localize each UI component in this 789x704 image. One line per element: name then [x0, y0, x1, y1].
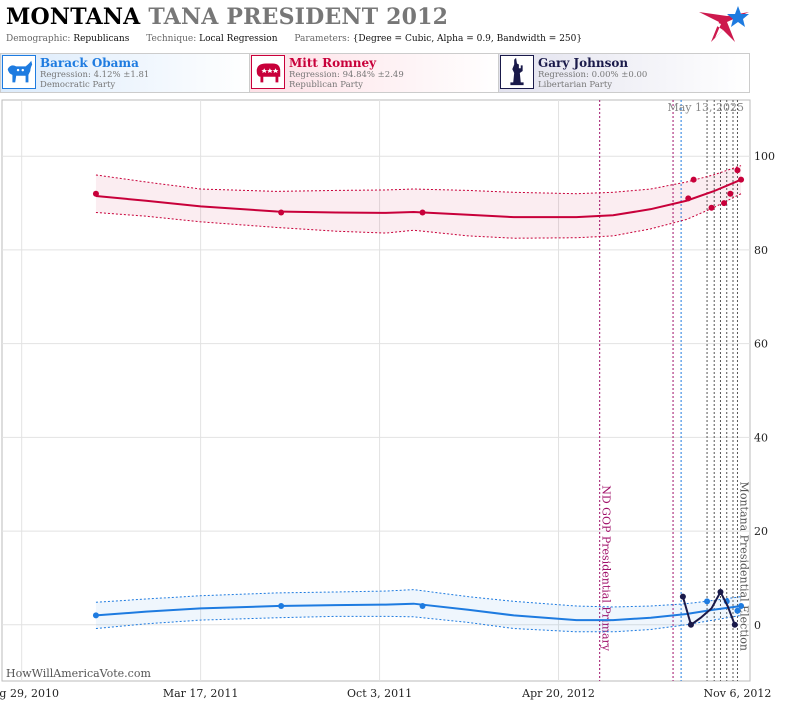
page-title: MONTANA TANA PRESIDENT 2012 — [6, 4, 448, 30]
candidate-regression: Regression: 4.12% ±1.81 — [40, 70, 150, 80]
x-tick-label: Nov 6, 2012 — [703, 687, 771, 700]
candidate-card-obama[interactable]: Barack Obama Regression: 4.12% ±1.81 Dem… — [0, 53, 252, 93]
plot-frame — [1, 99, 751, 682]
y-tick-label: 80 — [754, 244, 768, 257]
technique-label: Technique: — [146, 34, 197, 44]
candidate-bar: Barack Obama Regression: 4.12% ±1.81 Dem… — [0, 53, 789, 93]
candidate-party: Libertarian Party — [538, 80, 613, 90]
elephant-icon — [251, 55, 285, 89]
y-tick-label: 100 — [754, 150, 775, 163]
technique-value: Local Regression — [199, 34, 278, 44]
data-point — [419, 603, 426, 610]
date-label: May 13, 2025 — [667, 101, 744, 114]
x-tick-label: Apr 20, 2012 — [521, 687, 595, 700]
data-point — [721, 200, 728, 207]
confidence-bound — [95, 165, 742, 195]
data-point — [738, 176, 745, 183]
candidate-card-johnson[interactable]: Gary Johnson Regression: 0.00% ±0.00 Lib… — [498, 53, 750, 93]
liberty-icon — [500, 55, 534, 89]
star-logo-icon[interactable] — [697, 4, 751, 48]
data-point — [690, 176, 697, 183]
data-point — [717, 588, 724, 595]
data-point — [278, 209, 285, 216]
data-point — [738, 603, 745, 610]
demographic-value: Republicans — [73, 34, 130, 44]
parameters-label: Parameters: — [294, 34, 350, 44]
y-tick-label: 40 — [754, 431, 768, 444]
candidate-regression: Regression: 0.00% ±0.00 — [538, 70, 648, 80]
data-point — [687, 621, 694, 628]
candidate-regression: Regression: 94.84% ±2.49 — [289, 70, 404, 80]
x-tick-label: Oct 3, 2011 — [347, 687, 412, 700]
confidence-bound — [95, 589, 742, 608]
candidate-name: Gary Johnson — [538, 56, 629, 70]
y-tick-label: 0 — [754, 619, 761, 632]
confidence-band — [95, 165, 742, 239]
candidate-card-romney[interactable]: Mitt Romney Regression: 94.84% ±2.49 Rep… — [249, 53, 501, 93]
parameters-value: {Degree = Cubic, Alpha = 0.9, Bandwidth … — [352, 34, 583, 44]
confidence-band — [95, 589, 742, 632]
confidence-bound — [95, 193, 742, 239]
x-tick-label: Aug 29, 2010 — [0, 687, 59, 700]
data-point — [734, 607, 741, 614]
candidate-name: Mitt Romney — [289, 56, 377, 70]
candidate-party: Republican Party — [289, 80, 363, 90]
donkey-icon — [2, 55, 36, 89]
data-point — [704, 598, 711, 605]
candidate-party: Democratic Party — [40, 80, 116, 90]
data-point — [92, 190, 99, 197]
candidate-name: Barack Obama — [40, 56, 139, 70]
data-point — [708, 204, 715, 211]
data-point — [419, 209, 426, 216]
header: MONTANA TANA PRESIDENT 2012 Demographic:… — [0, 0, 789, 50]
data-point — [278, 603, 285, 610]
data-point — [731, 621, 738, 628]
data-point — [727, 190, 734, 197]
y-tick-label: 20 — [754, 525, 768, 538]
data-point — [679, 593, 686, 600]
parameters-line: Demographic: Republicans Technique: Loca… — [6, 34, 596, 44]
data-point — [92, 612, 99, 619]
x-tick-label: Mar 17, 2011 — [163, 687, 239, 700]
demographic-label: Demographic: — [6, 34, 71, 44]
event-label: Montana Presidential Election — [737, 482, 750, 651]
title-state: MONTANA — [6, 4, 141, 30]
y-tick-label: 60 — [754, 338, 768, 351]
event-label: ND GOP Presidential Primary — [600, 485, 613, 652]
trend-line — [95, 178, 742, 219]
data-point — [734, 167, 741, 174]
title-rest: TANA PRESIDENT 2012 — [148, 4, 449, 30]
data-point — [685, 195, 692, 202]
confidence-bound — [95, 614, 742, 633]
trend-line — [95, 602, 742, 622]
watermark: HowWillAmericaVote.com — [6, 667, 151, 680]
